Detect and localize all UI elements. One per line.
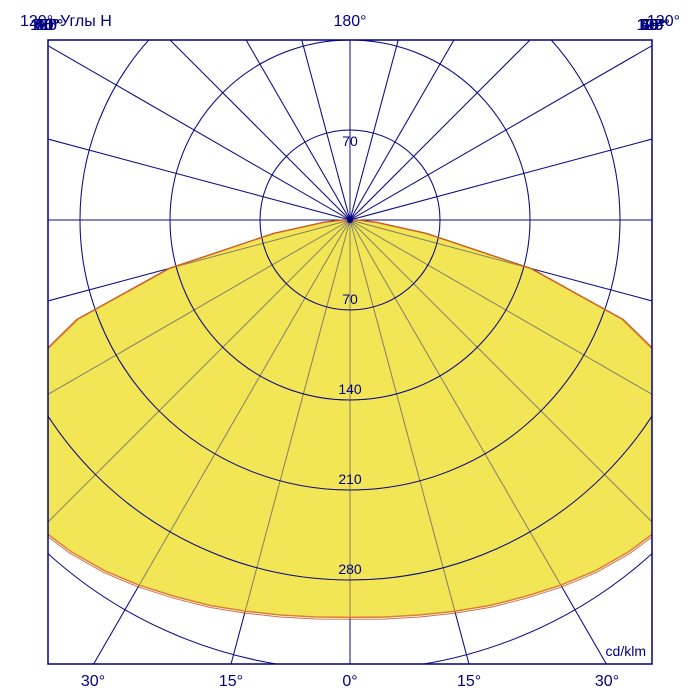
- angle-label-bottom: 30°: [81, 673, 105, 690]
- angle-label-tr: 120°: [647, 13, 680, 30]
- angle-label-bottom: 15°: [457, 673, 481, 690]
- radial-label: 140: [338, 381, 362, 397]
- radial-label: 280: [338, 561, 362, 577]
- polar-chart: 707014021028045°60°75°90°105°120°45°60°7…: [0, 0, 700, 700]
- angle-label-bottom: 0°: [342, 673, 357, 690]
- angle-label-top: 180°: [333, 13, 366, 30]
- center-point: [347, 217, 353, 223]
- angle-label-bottom: 15°: [219, 673, 243, 690]
- radial-label: 70: [342, 291, 358, 307]
- angle-label-tl: 120°: [20, 13, 53, 30]
- unit-label: cd/klm: [606, 643, 646, 659]
- radial-label: 210: [338, 471, 362, 487]
- radial-label: 70: [342, 133, 358, 149]
- angle-label-bottom: 30°: [595, 673, 619, 690]
- chart-title: Углы H: [60, 13, 112, 30]
